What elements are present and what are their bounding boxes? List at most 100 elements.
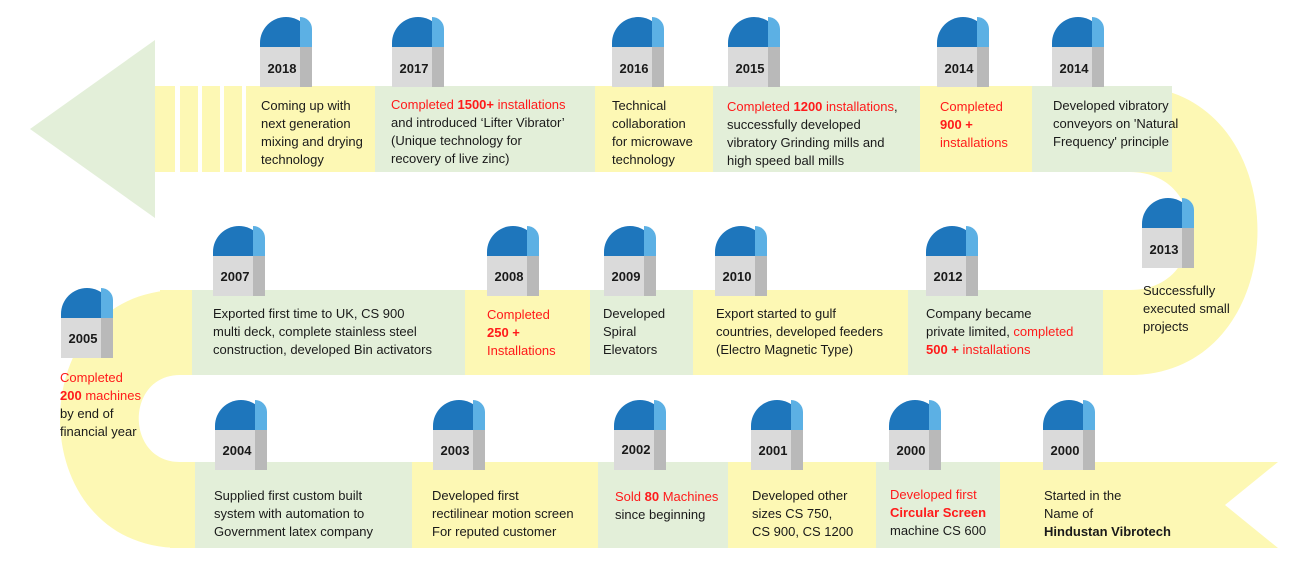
milestone-description: Developed first rectilinear motion screen… [432, 487, 574, 541]
description-line: Technical [612, 97, 693, 115]
description-text: construction, developed Bin activators [213, 342, 432, 357]
milestone-description: Export started to gulf countries, develop… [716, 305, 883, 359]
description-line: and introduced ‘Lifter Vibrator’ [391, 114, 566, 132]
description-text: Developed first [890, 487, 977, 502]
description-text: machines [81, 388, 141, 403]
milestone-description: Completed 900 + installations [940, 98, 1008, 152]
description-text: Spiral [603, 324, 637, 339]
year-label: 2001 [758, 443, 788, 458]
description-text: 1200 [793, 99, 823, 114]
year-label: 2007 [220, 269, 250, 284]
description-text: Export started to gulf [716, 306, 836, 321]
milestone-marker [889, 400, 941, 470]
description-text: countries, developed feeders [716, 324, 883, 339]
milestone-description: Technical collaboration for microwave techn… [612, 97, 693, 169]
milestone-marker [751, 400, 803, 470]
milestone-marker [260, 17, 312, 87]
milestone-marker [926, 226, 978, 296]
milestone-description: Company became private limited, completed… [926, 305, 1073, 359]
description-line: 500 + installations [926, 341, 1073, 359]
description-line: successfully developed [727, 116, 898, 134]
panel-2010 [693, 290, 908, 375]
milestone-description: Developed first Circular Screen machine CS… [890, 486, 986, 540]
description-text: Technical [612, 98, 667, 113]
panel-2002 [598, 462, 728, 548]
description-text: successfully developed [727, 117, 861, 132]
description-text: For reputed customer [432, 524, 557, 539]
description-line: Completed [60, 369, 141, 387]
description-line: Government latex company [214, 523, 373, 541]
description-line: Exported first time to UK, CS 900 [213, 305, 432, 323]
description-text: installations [940, 135, 1008, 150]
description-text: Hindustan Vibrotech [1044, 524, 1171, 539]
panel-2018 [248, 86, 375, 172]
description-line: Completed [487, 306, 556, 324]
milestone-marker [604, 226, 656, 296]
description-line: next generation [261, 115, 363, 133]
description-text: system with automation to [214, 506, 365, 521]
milestone-marker [612, 17, 664, 87]
panel-2014a [920, 86, 1032, 172]
description-text: Name of [1044, 506, 1094, 521]
panel-2012 [908, 290, 1103, 375]
description-text: executed small [1143, 301, 1230, 316]
description-line: machine CS 600 [890, 522, 986, 540]
description-text: Coming up with [261, 98, 351, 113]
description-line: high speed ball mills [727, 152, 898, 170]
year-label: 2012 [933, 269, 963, 284]
milestone-description: Coming up with next generation mixing and … [261, 97, 363, 169]
description-line: Started in the [1044, 487, 1171, 505]
description-text: (Unique technology for [391, 133, 522, 148]
description-line: Name of [1044, 505, 1171, 523]
year-label: 2016 [619, 61, 649, 76]
panel-2000a [876, 462, 1000, 548]
description-line: technology [612, 151, 693, 169]
year-label: 2015 [735, 61, 765, 76]
milestone-description: Completed 1500+ installations and introdu… [391, 96, 566, 168]
description-text: Machines [659, 489, 719, 504]
year-label: 2010 [722, 269, 752, 284]
description-line: mixing and drying [261, 133, 363, 151]
description-line: Spiral [603, 323, 665, 341]
description-line: vibratory Grinding mills and [727, 134, 898, 152]
description-line: executed small [1143, 300, 1230, 318]
description-text: rectilinear motion screen [432, 506, 574, 521]
milestone-marker [213, 226, 265, 296]
description-text: Frequency' principle [1053, 134, 1169, 149]
description-text: multi deck, complete stainless steel [213, 324, 417, 339]
panel-2016 [595, 86, 713, 172]
description-text: 1500+ [457, 97, 494, 112]
description-line: financial year [60, 423, 141, 441]
milestone-description: Developed other sizes CS 750, CS 900, CS 1… [752, 487, 853, 541]
description-text: 900 + [940, 117, 973, 132]
description-text: private limited, [926, 324, 1014, 339]
panel-2015 [713, 86, 920, 172]
description-line: installations [940, 134, 1008, 152]
description-text: Started in the [1044, 488, 1122, 503]
description-line: construction, developed Bin activators [213, 341, 432, 359]
milestone-description: Exported first time to UK, CS 900 multi d… [213, 305, 432, 359]
description-line: For reputed customer [432, 523, 574, 541]
description-line: Frequency' principle [1053, 133, 1178, 151]
description-line: Completed 1200 installations, [727, 98, 898, 116]
description-text: Completed [487, 307, 550, 322]
description-line: multi deck, complete stainless steel [213, 323, 432, 341]
description-line: Sold 80 Machines [615, 488, 718, 506]
description-line: Export started to gulf [716, 305, 883, 323]
description-text: vibratory Grinding mills and [727, 135, 885, 150]
description-text: Completed [727, 99, 794, 114]
milestone-marker [1142, 198, 1194, 268]
description-text: installations [494, 97, 566, 112]
description-line: 250 + [487, 324, 556, 342]
description-text: mixing and drying [261, 134, 363, 149]
description-line: rectilinear motion screen [432, 505, 574, 523]
description-line: Coming up with [261, 97, 363, 115]
milestone-marker [215, 400, 267, 470]
year-label: 2013 [1149, 242, 1179, 257]
description-line: Successfully [1143, 282, 1230, 300]
milestone-description: Successfully executed small projects [1143, 282, 1230, 336]
milestone-marker [433, 400, 485, 470]
description-text: Circular Screen [890, 505, 987, 520]
milestone-description: Completed 250 + Installations [487, 306, 556, 360]
panel-2004 [195, 462, 412, 548]
